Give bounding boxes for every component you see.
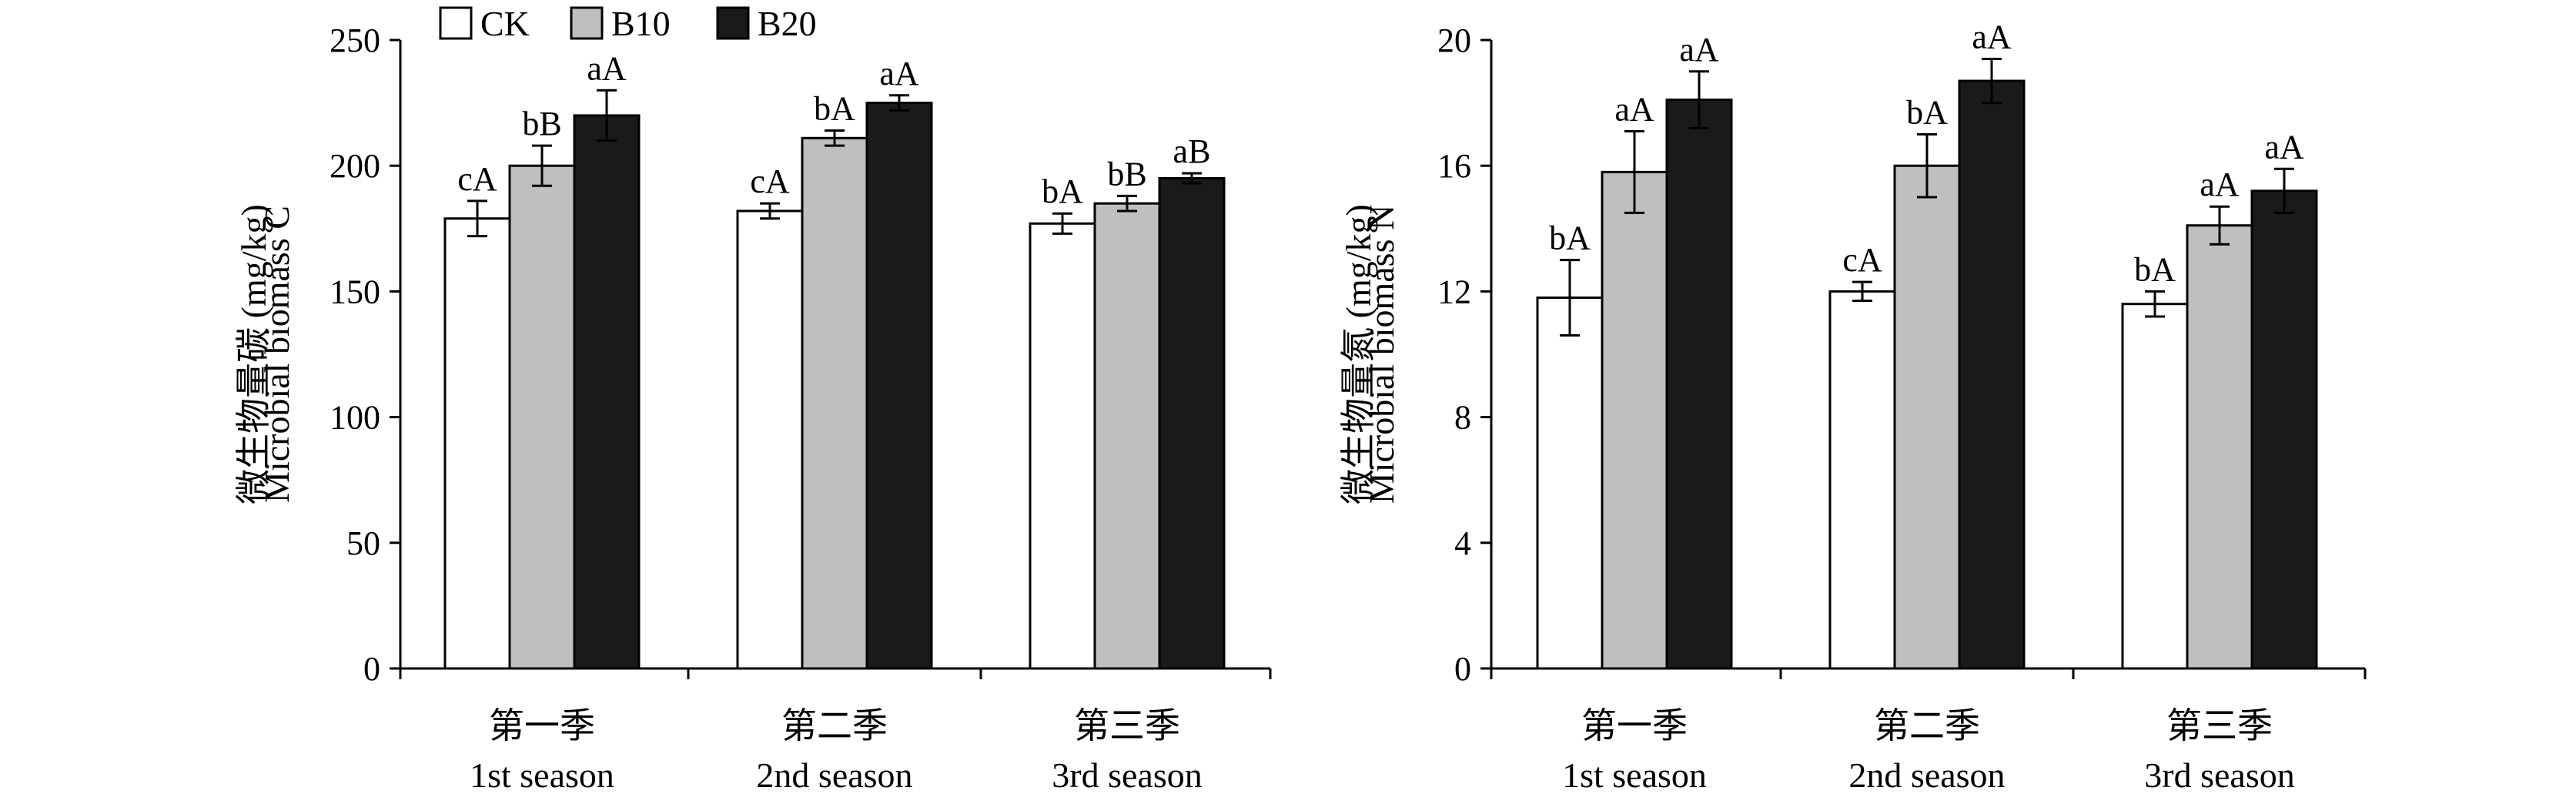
significance-label: aA (587, 49, 627, 87)
significance-label: cA (1842, 241, 1882, 279)
significance-label: aA (1679, 31, 1719, 69)
y-tick-label: 0 (1454, 650, 1471, 688)
bar-b20 (1665, 99, 1733, 670)
bar-b20 (1158, 177, 1226, 670)
significance-label: bB (522, 105, 561, 142)
bar-b20 (865, 102, 933, 670)
legend-label-b10: B10 (611, 4, 671, 43)
y-axis-title-en: Microbial biomass C (257, 206, 296, 503)
bar-b10 (1893, 164, 1961, 670)
bar-b20 (1958, 79, 2026, 670)
bar-b10 (2186, 224, 2253, 670)
category-label-en: 3rd season (1052, 755, 1202, 794)
bar-ck (1536, 296, 1604, 670)
bar-b10 (508, 164, 576, 670)
y-tick-label: 0 (363, 650, 380, 688)
legend-label-b20: B20 (758, 4, 817, 43)
chart-microbial-biomass-c: 0 50 100 150 200 250 微生物量碳 (mg/kg)Microbial bi… (234, 22, 1272, 794)
bar-b10 (801, 136, 868, 670)
significance-label: aA (879, 55, 919, 92)
bar-ck (736, 209, 804, 670)
bar-b10 (1601, 170, 1668, 670)
significance-label: aA (2200, 166, 2240, 203)
y-axis-title-en: Microbial biomass N (1362, 205, 1401, 504)
significance-label: bA (2134, 250, 2176, 288)
category-label-cn: 第一季 (489, 706, 595, 745)
y-tick-label: 250 (330, 22, 380, 59)
y-tick-label: 100 (330, 399, 380, 437)
significance-label: aB (1173, 132, 1211, 170)
category-label-en: 1st season (1562, 755, 1707, 794)
significance-label: bB (1107, 155, 1146, 193)
significance-label: bA (1906, 93, 1948, 131)
y-tick-label: 20 (1437, 22, 1471, 59)
y-tick-label: 200 (330, 147, 380, 185)
y-tick-label: 16 (1437, 147, 1471, 185)
legend-swatch-ck (439, 6, 473, 40)
significance-label: aA (2264, 128, 2304, 166)
bar-b20 (573, 114, 641, 670)
category-label-en: 2nd season (756, 755, 912, 794)
category-label-en: 3rd season (2144, 755, 2294, 794)
y-axis-title-cn: 微生物量碳 (mg/kg) (234, 204, 273, 504)
category-label-en: 1st season (470, 755, 614, 794)
category-label-cn: 第三季 (2166, 706, 2273, 745)
y-axis-title-cn: 微生物量氮 (mg/kg) (1339, 204, 1378, 504)
bar-ck (1828, 290, 1896, 670)
significance-label: bA (814, 90, 855, 128)
y-tick-label: 4 (1454, 524, 1471, 562)
chart-microbial-biomass-n: 0 4 8 12 16 20 微生物量氮 (mg/kg)Microbial biomass … (1339, 18, 2367, 794)
significance-label: cA (457, 160, 497, 198)
y-tick-label: 8 (1454, 399, 1471, 437)
significance-label: bA (1549, 219, 1591, 257)
significance-label: bA (1042, 173, 1083, 210)
y-tick-label: 150 (330, 273, 380, 310)
category-label-en: 2nd season (1848, 755, 2005, 794)
legend-label-ck: CK (480, 4, 530, 43)
legend-swatch-b20 (716, 6, 750, 40)
category-label-cn: 第二季 (1874, 706, 1980, 745)
legend: CK B10 B20 (439, 4, 817, 43)
category-label-cn: 第三季 (1074, 706, 1180, 745)
legend-swatch-b10 (570, 6, 604, 40)
bar-b20 (2250, 189, 2318, 670)
bar-ck (1029, 222, 1096, 670)
category-label-cn: 第二季 (781, 706, 888, 745)
significance-label: cA (750, 162, 790, 200)
significance-label: aA (1972, 18, 2012, 55)
bar-ck (443, 217, 511, 670)
y-tick-label: 12 (1437, 273, 1471, 310)
bar-b10 (1093, 202, 1161, 670)
category-label-cn: 第一季 (1581, 706, 1688, 745)
significance-label: aA (1614, 90, 1654, 128)
bar-ck (2121, 303, 2189, 670)
y-tick-label: 50 (346, 524, 380, 562)
